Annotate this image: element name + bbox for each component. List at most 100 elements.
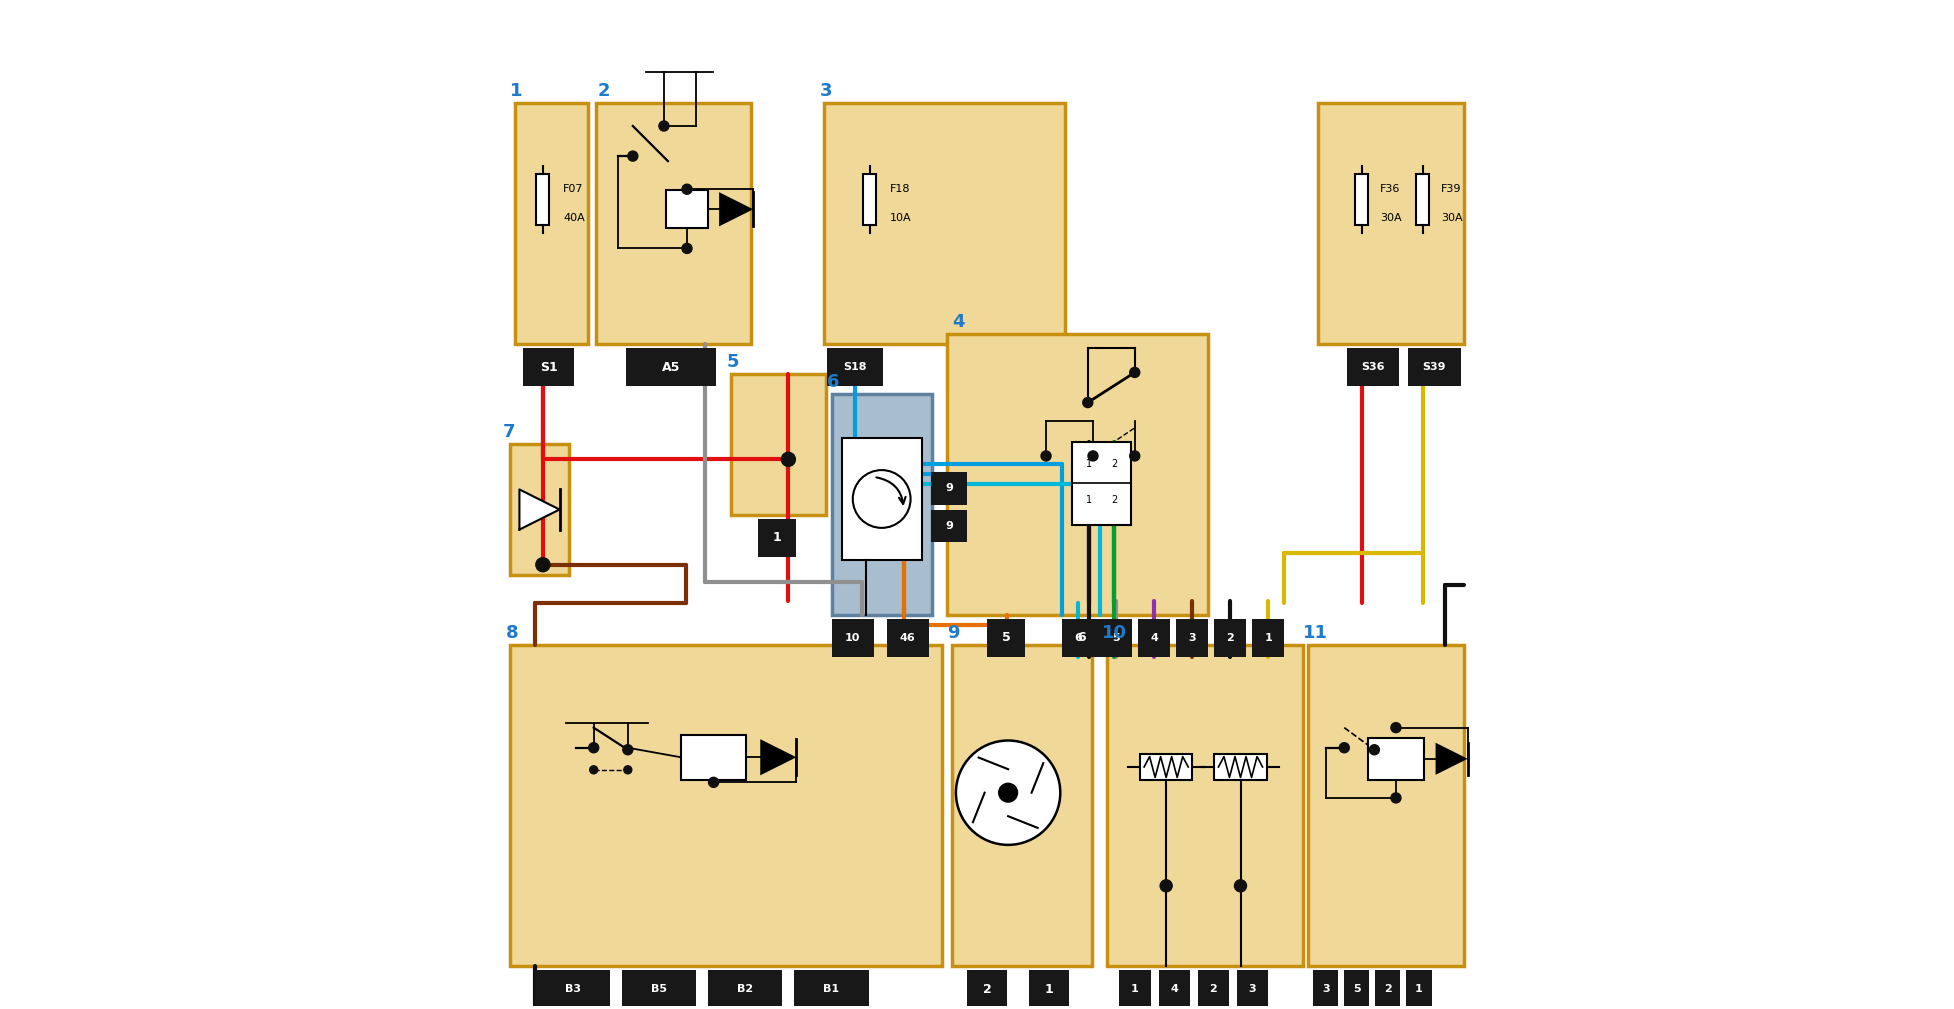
- Bar: [1417, 175, 1430, 225]
- Text: S18: S18: [844, 362, 868, 372]
- Bar: [987, 619, 1026, 657]
- Text: 10: 10: [1102, 624, 1127, 642]
- Bar: [1120, 970, 1151, 1008]
- Circle shape: [623, 745, 633, 755]
- Text: 2: 2: [1227, 633, 1235, 643]
- Bar: [666, 191, 707, 228]
- Text: 2: 2: [1210, 984, 1217, 994]
- Bar: [1159, 970, 1190, 1008]
- Text: F07: F07: [563, 185, 584, 195]
- Text: 2: 2: [1112, 494, 1118, 504]
- Text: 40A: 40A: [563, 213, 584, 223]
- Circle shape: [658, 121, 668, 131]
- Text: 1: 1: [1264, 633, 1272, 643]
- Text: 9: 9: [946, 521, 954, 531]
- Bar: [825, 103, 1065, 344]
- Text: 46: 46: [901, 633, 916, 643]
- Text: B1: B1: [823, 984, 840, 994]
- Bar: [1063, 619, 1100, 657]
- Circle shape: [682, 185, 692, 195]
- Circle shape: [709, 777, 719, 787]
- Text: 10A: 10A: [889, 213, 911, 223]
- Text: 7: 7: [502, 424, 514, 441]
- Polygon shape: [1436, 743, 1467, 775]
- Text: F36: F36: [1380, 185, 1401, 195]
- Circle shape: [1083, 398, 1092, 408]
- Bar: [832, 619, 873, 657]
- Text: F18: F18: [889, 185, 911, 195]
- Bar: [1030, 970, 1069, 1008]
- Bar: [621, 970, 696, 1008]
- Bar: [1137, 619, 1170, 657]
- Text: 5: 5: [1002, 632, 1010, 645]
- Bar: [524, 348, 574, 386]
- Polygon shape: [719, 193, 752, 226]
- Bar: [842, 438, 922, 560]
- Text: 2: 2: [1383, 984, 1391, 994]
- Text: 5: 5: [1112, 633, 1120, 643]
- Circle shape: [1129, 451, 1139, 461]
- Bar: [832, 395, 932, 614]
- Bar: [510, 645, 942, 966]
- Circle shape: [852, 470, 911, 528]
- Bar: [1253, 619, 1284, 657]
- Text: 1: 1: [1086, 459, 1092, 468]
- Text: B2: B2: [737, 984, 752, 994]
- Bar: [1356, 175, 1368, 225]
- Bar: [967, 970, 1006, 1008]
- Text: S1: S1: [539, 360, 557, 373]
- Bar: [758, 519, 795, 557]
- Circle shape: [1391, 722, 1401, 733]
- Text: 3: 3: [1323, 984, 1329, 994]
- Bar: [887, 619, 928, 657]
- Text: 1: 1: [1415, 984, 1423, 994]
- Text: S36: S36: [1362, 362, 1385, 372]
- Text: 4: 4: [1151, 633, 1159, 643]
- Text: A5: A5: [662, 360, 680, 373]
- Text: 4: 4: [952, 313, 965, 331]
- Text: 9: 9: [948, 624, 959, 642]
- Bar: [1344, 970, 1370, 1008]
- Text: 3: 3: [1249, 984, 1256, 994]
- Text: 6: 6: [827, 373, 838, 391]
- Text: B5: B5: [651, 984, 666, 994]
- Bar: [1346, 348, 1399, 386]
- Bar: [510, 444, 569, 575]
- Bar: [795, 970, 870, 1008]
- Circle shape: [1041, 451, 1051, 461]
- Bar: [930, 510, 967, 542]
- Bar: [596, 103, 750, 344]
- Bar: [1061, 619, 1094, 657]
- Bar: [864, 175, 875, 225]
- Text: 1: 1: [1131, 984, 1139, 994]
- Text: 30A: 30A: [1440, 213, 1464, 223]
- Text: 3: 3: [1188, 633, 1196, 643]
- Bar: [952, 645, 1092, 966]
- Text: 2: 2: [983, 983, 991, 996]
- Bar: [1176, 619, 1208, 657]
- Text: 1: 1: [1045, 983, 1053, 996]
- Circle shape: [535, 558, 549, 572]
- Circle shape: [623, 766, 631, 774]
- Circle shape: [588, 743, 598, 753]
- Bar: [1100, 619, 1131, 657]
- Text: 4: 4: [1170, 984, 1178, 994]
- Text: 30A: 30A: [1380, 213, 1401, 223]
- Bar: [535, 175, 549, 225]
- Circle shape: [1088, 451, 1098, 461]
- Circle shape: [1235, 880, 1247, 892]
- Bar: [1407, 970, 1432, 1008]
- Bar: [1237, 970, 1268, 1008]
- Text: 10: 10: [844, 633, 860, 643]
- Circle shape: [782, 452, 795, 466]
- Bar: [535, 970, 610, 1008]
- Circle shape: [682, 243, 692, 253]
- Text: 1: 1: [772, 531, 782, 544]
- Text: 2: 2: [598, 82, 610, 100]
- Text: 5: 5: [1352, 984, 1360, 994]
- Circle shape: [1129, 367, 1139, 377]
- Circle shape: [1370, 745, 1380, 755]
- Bar: [1213, 619, 1247, 657]
- Bar: [930, 472, 967, 504]
- Polygon shape: [520, 489, 559, 530]
